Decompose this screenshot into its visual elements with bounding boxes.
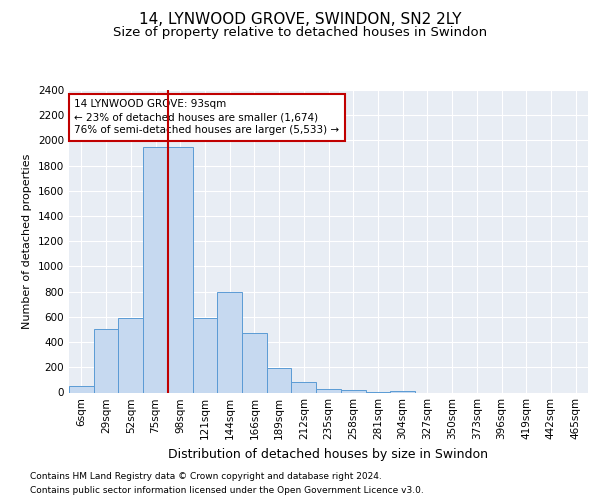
Bar xyxy=(267,368,292,392)
Bar xyxy=(168,146,193,392)
Bar xyxy=(193,318,217,392)
Bar xyxy=(217,292,242,392)
Bar xyxy=(143,146,168,392)
Text: Contains HM Land Registry data © Crown copyright and database right 2024.: Contains HM Land Registry data © Crown c… xyxy=(30,472,382,481)
Bar xyxy=(94,330,118,392)
Bar xyxy=(118,318,143,392)
Bar xyxy=(341,390,365,392)
Text: Size of property relative to detached houses in Swindon: Size of property relative to detached ho… xyxy=(113,26,487,39)
Text: Contains public sector information licensed under the Open Government Licence v3: Contains public sector information licen… xyxy=(30,486,424,495)
Bar xyxy=(69,386,94,392)
Text: 14 LYNWOOD GROVE: 93sqm
← 23% of detached houses are smaller (1,674)
76% of semi: 14 LYNWOOD GROVE: 93sqm ← 23% of detache… xyxy=(74,99,340,136)
Bar xyxy=(242,334,267,392)
Bar xyxy=(316,390,341,392)
Bar xyxy=(292,382,316,392)
Y-axis label: Number of detached properties: Number of detached properties xyxy=(22,154,32,329)
Text: 14, LYNWOOD GROVE, SWINDON, SN2 2LY: 14, LYNWOOD GROVE, SWINDON, SN2 2LY xyxy=(139,12,461,28)
Bar xyxy=(390,391,415,392)
X-axis label: Distribution of detached houses by size in Swindon: Distribution of detached houses by size … xyxy=(169,448,488,461)
